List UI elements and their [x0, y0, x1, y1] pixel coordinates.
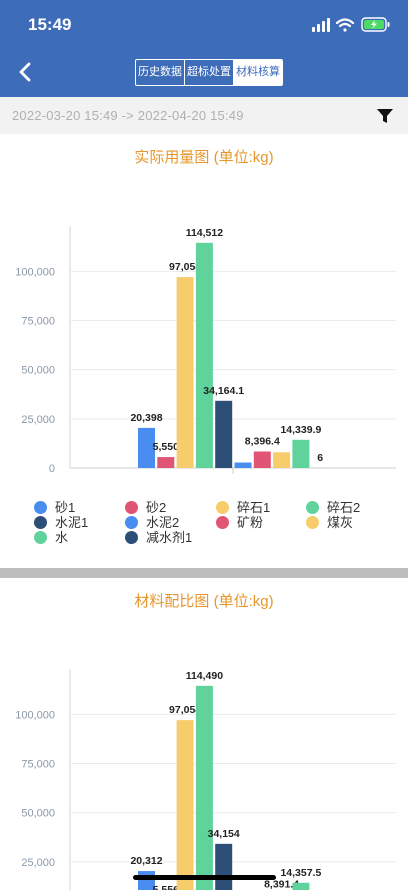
usage-chart: 0 25,000 50,000 75,000 100,000 20,398 5,550 97,…: [15, 226, 396, 475]
y-tick-label: 0: [49, 463, 55, 475]
bar-value-label: 114,512: [186, 227, 224, 239]
y-tick-label: 75,000: [21, 316, 55, 328]
legend-label: 碎石2: [327, 500, 361, 515]
legend-label: 水泥1: [55, 515, 89, 530]
bar-value-label: 14,357.5: [280, 867, 321, 879]
legend-label: 砂1: [55, 500, 76, 515]
bar-9[interactable]: [292, 882, 310, 890]
date-range-text: 2022-03-20 15:49 -> 2022-04-20 15:49: [12, 108, 244, 123]
bar-9[interactable]: [292, 439, 310, 468]
battery-icon: [361, 17, 390, 32]
bar-6[interactable]: [234, 462, 252, 468]
legend-dot-icon: [34, 501, 47, 514]
date-range-bar[interactable]: 2022-03-20 15:49 -> 2022-04-20 15:49: [0, 97, 408, 134]
bar-value-label: 8,391.4: [264, 878, 299, 890]
bar-5[interactable]: [215, 400, 233, 468]
legend-label: 矿粉: [237, 515, 264, 530]
legend-label: 减水剂1: [146, 530, 193, 545]
bar-value-label: 34,154: [208, 828, 240, 840]
home-indicator: [133, 875, 276, 880]
tab-bar: 历史数据 超标处置 材料核算: [135, 59, 283, 86]
chart2-title: 材料配比图 (单位:kg): [134, 593, 274, 610]
legend-dot-icon: [34, 531, 47, 544]
legend-label: 水泥2: [146, 515, 180, 530]
legend-dot-icon: [125, 531, 138, 544]
legend-dot-icon: [306, 501, 319, 514]
y-tick-label: 50,000: [21, 808, 55, 820]
status-icons: [312, 17, 390, 32]
bar-8[interactable]: [273, 452, 291, 468]
bar-4[interactable]: [195, 685, 213, 890]
legend-dot-icon: [306, 516, 319, 529]
tab-material-accounting[interactable]: 材料核算: [234, 60, 282, 85]
section-divider: [0, 568, 408, 578]
bar-3[interactable]: [176, 720, 194, 890]
bar-5[interactable]: [215, 843, 233, 890]
status-time: 15:49: [28, 15, 72, 34]
app-header: 15:49 历史数据 超标处置 材料核算: [0, 0, 408, 97]
filter-icon[interactable]: [376, 108, 394, 124]
chart1-title: 实际用量图 (单位:kg): [134, 149, 274, 166]
legend-label: 水: [55, 530, 69, 545]
bar-3[interactable]: [176, 277, 194, 468]
bar-1[interactable]: [138, 427, 155, 468]
bar-4[interactable]: [195, 242, 213, 468]
legend-dot-icon: [125, 501, 138, 514]
bar-value-label: 34,164.1: [203, 385, 244, 397]
legend-label: 煤灰: [327, 515, 354, 530]
legend-dot-icon: [216, 516, 229, 529]
y-tick-label: 25,000: [21, 414, 55, 426]
signal-icon: [312, 18, 330, 32]
bar-value-label: 114,490: [186, 670, 224, 682]
y-tick-label: 50,000: [21, 365, 55, 377]
y-tick-label: 100,000: [15, 266, 55, 278]
bar-7[interactable]: [253, 451, 271, 468]
legend-label: 碎石1: [237, 500, 271, 515]
bar-value-label: 20,312: [130, 855, 162, 867]
bar-value-label: 14,339.9: [280, 424, 321, 436]
bar-2[interactable]: [157, 457, 175, 468]
legend-dot-icon: [216, 501, 229, 514]
tab-history-data[interactable]: 历史数据: [136, 60, 185, 85]
tab-over-limit[interactable]: 超标处置: [185, 60, 234, 85]
wifi-icon: [335, 18, 355, 32]
bar-value-label: 5,556: [153, 884, 179, 890]
bar-value-label: 5,550: [153, 441, 179, 453]
bar-value-label: 8,396.4: [245, 435, 280, 447]
y-tick-label: 100,000: [15, 709, 55, 721]
legend-label: 砂2: [146, 500, 167, 515]
legend-dot-icon: [125, 516, 138, 529]
bar-value-label: 97,054: [169, 704, 201, 716]
bar-value-label: 20,398: [130, 412, 162, 424]
y-tick-label: 25,000: [21, 857, 55, 869]
back-arrow-icon[interactable]: [14, 60, 38, 84]
y-tick-label: 75,000: [21, 759, 55, 771]
legend-dot-icon: [34, 516, 47, 529]
ratio-chart: 25,000 50,000 75,000 100,000 20,312 5,556 97,0…: [15, 669, 396, 890]
bar-value-label: 6: [317, 452, 323, 464]
bar-value-label: 97,058: [169, 261, 201, 273]
